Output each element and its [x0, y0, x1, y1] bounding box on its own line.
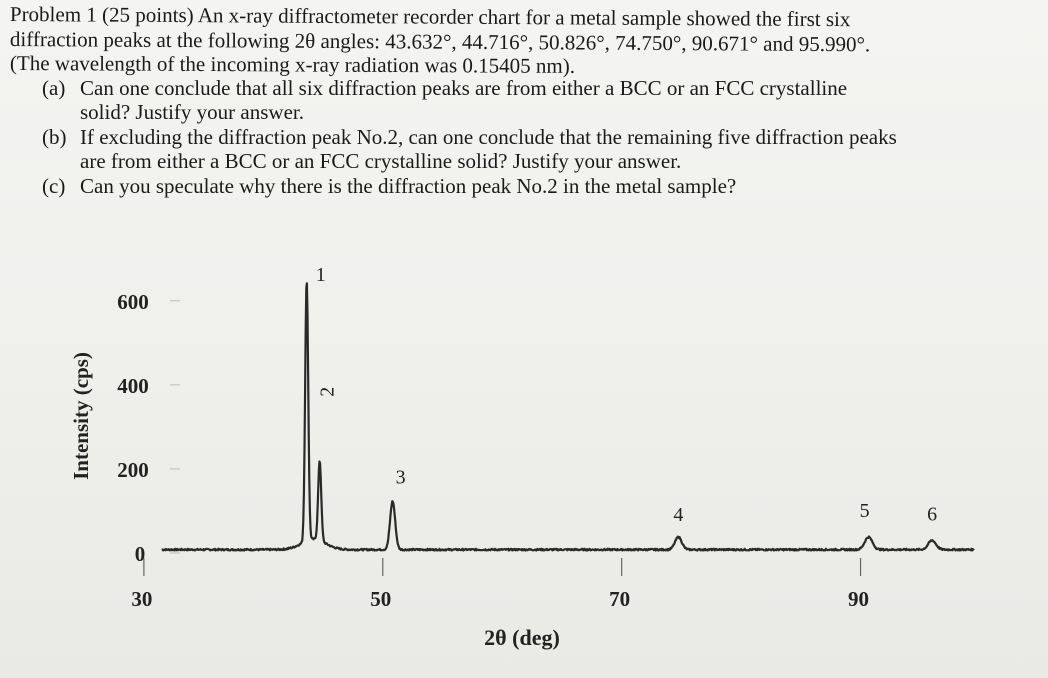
x-tick-label: 50	[370, 587, 391, 611]
x-axis-label: 2θ (deg)	[484, 625, 560, 650]
part-a-text: Can one conclude that all six diffractio…	[80, 75, 848, 100]
peak-label-4: 4	[673, 504, 683, 526]
part-c-text: Can you speculate why there is the diffr…	[80, 173, 737, 198]
x-tick-label: 90	[848, 587, 869, 611]
part-c-label: (c)	[42, 173, 66, 198]
part-a-continuation: solid? Justify your answer.	[80, 100, 304, 124]
peak-label-6: 6	[927, 503, 937, 525]
part-a: (a) Can one conclude that all six diffrac…	[10, 76, 1046, 101]
peak-label-2: 2	[317, 387, 339, 397]
peak-label-5: 5	[860, 500, 870, 522]
part-b-label: (b)	[42, 124, 67, 149]
y-tick-label: 200	[117, 458, 149, 482]
part-b: (b) If excluding the diffraction peak No.…	[10, 125, 1046, 150]
x-tick-label: 30	[131, 587, 152, 611]
y-tick-label: 400	[117, 374, 149, 398]
peak-labels: 1 2 3 4 5 6	[316, 264, 937, 526]
y-tick-label: 600	[117, 290, 149, 314]
problem-statement: Problem 1 (25 points) An x-ray diffracto…	[10, 2, 1046, 198]
part-b-continuation: are from either a BCC or an FCC crystall…	[80, 149, 682, 173]
chart-ticks: 0 200 400 600 30 50 70 90	[117, 290, 869, 611]
y-axis-label: Intensity (cps)	[69, 352, 93, 480]
part-a-label: (a)	[42, 75, 66, 100]
peak-label-1: 1	[316, 264, 326, 286]
peak-label-3: 3	[396, 466, 406, 488]
part-b-text: If excluding the diffraction peak No.2, …	[80, 124, 897, 149]
x-tick-label: 70	[609, 587, 630, 611]
y-tick-label: 0	[135, 542, 146, 566]
diffraction-pattern-line	[161, 282, 975, 552]
part-c: (c) Can you speculate why there is the di…	[10, 174, 1046, 199]
